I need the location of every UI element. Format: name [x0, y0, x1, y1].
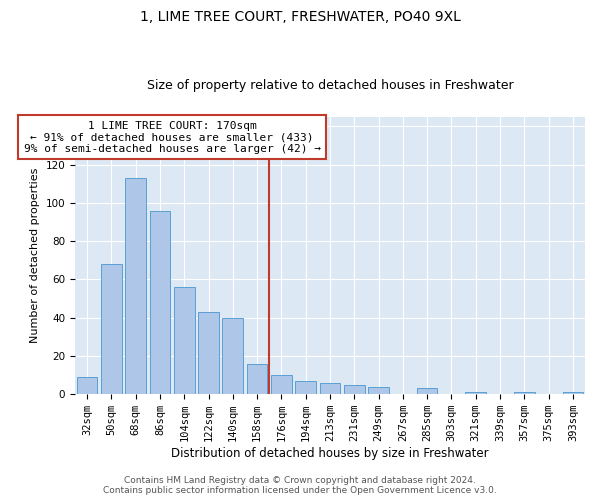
Bar — [368, 386, 389, 394]
X-axis label: Distribution of detached houses by size in Freshwater: Distribution of detached houses by size … — [171, 447, 489, 460]
Bar — [174, 287, 194, 394]
Bar — [149, 210, 170, 394]
Bar — [295, 381, 316, 394]
Bar — [320, 382, 340, 394]
Text: 1 LIME TREE COURT: 170sqm
← 91% of detached houses are smaller (433)
9% of semi-: 1 LIME TREE COURT: 170sqm ← 91% of detac… — [23, 120, 320, 154]
Title: Size of property relative to detached houses in Freshwater: Size of property relative to detached ho… — [146, 79, 513, 92]
Bar — [77, 377, 97, 394]
Bar — [344, 384, 365, 394]
Bar — [198, 312, 219, 394]
Text: Contains HM Land Registry data © Crown copyright and database right 2024.
Contai: Contains HM Land Registry data © Crown c… — [103, 476, 497, 495]
Y-axis label: Number of detached properties: Number of detached properties — [30, 168, 40, 343]
Bar — [271, 375, 292, 394]
Bar — [563, 392, 583, 394]
Bar — [417, 388, 437, 394]
Text: 1, LIME TREE COURT, FRESHWATER, PO40 9XL: 1, LIME TREE COURT, FRESHWATER, PO40 9XL — [140, 10, 460, 24]
Bar — [223, 318, 243, 394]
Bar — [514, 392, 535, 394]
Bar — [125, 178, 146, 394]
Bar — [466, 392, 486, 394]
Bar — [101, 264, 122, 394]
Bar — [247, 364, 268, 394]
